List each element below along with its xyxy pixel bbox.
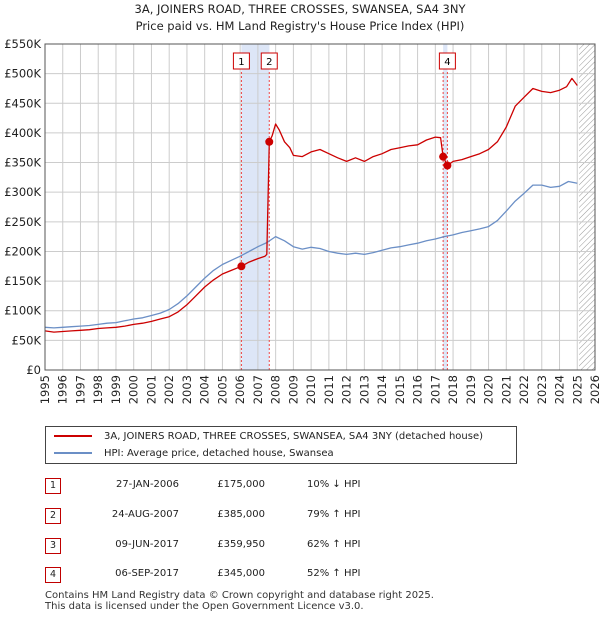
footer-line-2: This data is licensed under the Open Gov… [45,601,364,612]
transaction-date: 27-JAN-2006 [115,479,179,490]
y-tick-label: £0 [26,363,41,377]
legend-label-property: 3A, JOINERS ROAD, THREE CROSSES, SWANSEA… [104,431,483,442]
plot-frame [44,43,596,371]
y-tick-label: £150K [4,274,41,288]
x-tick-label: 2013 [357,375,371,404]
title-line-1: 3A, JOINERS ROAD, THREE CROSSES, SWANSEA… [134,2,466,16]
transaction-price: £385,000 [217,509,265,520]
marker-label-text: 1 [238,57,244,68]
y-tick-label: £500K [4,67,41,81]
transaction-number: 4 [45,567,61,583]
legend-item-hpi: HPI: Average price, detached house, Swan… [54,445,334,462]
x-tick-label: 2005 [215,375,229,404]
y-tick-label: £100K [4,304,41,318]
x-tick-label: 2009 [286,375,300,404]
x-tick-label: 2007 [251,375,265,404]
legend-item-property: 3A, JOINERS ROAD, THREE CROSSES, SWANSEA… [54,428,483,445]
transaction-number: 3 [45,538,61,554]
x-tick-label: 1995 [38,375,52,404]
x-tick-label: 2024 [553,375,567,404]
legend: 3A, JOINERS ROAD, THREE CROSSES, SWANSEA… [45,426,517,464]
marker-label-box [438,52,456,70]
table-row: 4 06-SEP-2017 £345,000 52% ↑ HPI [45,567,445,585]
y-tick-label: £300K [4,185,41,199]
x-tick-label: 2008 [269,375,283,404]
y-tick-label: £350K [4,156,41,170]
x-tick-label: 2000 [127,375,141,404]
transaction-date: 09-JUN-2017 [115,539,179,550]
x-tick-label: 2014 [375,375,389,404]
transaction-number: 2 [45,508,61,524]
x-tick-label: 2002 [162,375,176,404]
sale-point-4 [443,161,452,170]
shaded-period [443,44,448,370]
legend-swatch-property [54,435,92,437]
transaction-price: £359,950 [217,539,265,550]
sale-point-3 [439,152,448,161]
transaction-hpi: 10% ↓ HPI [307,479,361,490]
legend-label-hpi: HPI: Average price, detached house, Swan… [104,448,334,459]
marker-label-4: 4 [438,52,456,70]
transaction-hpi: 79% ↑ HPI [307,509,361,520]
shaded-period [241,44,270,370]
y-tick-label: £400K [4,126,41,140]
title-line-2: Price paid vs. HM Land Registry's House … [135,19,465,33]
x-tick-label: 1996 [56,375,70,404]
marker-label-text: 4 [444,57,450,68]
transaction-hpi: 52% ↑ HPI [307,568,361,579]
x-tick-label: 2026 [588,375,600,404]
marker-label-box [232,52,250,70]
marker-label-text: 2 [266,57,272,68]
x-tick-label: 2010 [304,375,318,404]
footer-line-1: Contains HM Land Registry data © Crown c… [45,590,434,601]
x-tick-label: 2018 [446,375,460,404]
table-row: 1 27-JAN-2006 £175,000 10% ↓ HPI [45,478,445,496]
transaction-number: 1 [45,478,61,494]
x-tick-label: 1999 [109,375,123,404]
transaction-date: 24-AUG-2007 [111,509,179,520]
footer-attribution: Contains HM Land Registry data © Crown c… [45,590,434,612]
x-tick-label: 2015 [393,375,407,404]
x-tick-label: 2023 [535,375,549,404]
price-chart: 1 2 4 £0 £50K £100K £150K £200K £250K £300K £350K… [4,37,600,404]
x-tick-label: 2003 [180,375,194,404]
x-tick-label: 2004 [198,375,212,404]
transaction-price: £345,000 [217,568,265,579]
table-row: 2 24-AUG-2007 £385,000 79% ↑ HPI [45,508,445,526]
x-tick-label: 2022 [517,375,531,404]
future-hatch-area [579,44,595,370]
x-tick-label: 2011 [322,375,336,404]
transaction-date: 06-SEP-2017 [115,568,179,579]
y-tick-label: £200K [4,244,41,258]
transaction-price: £175,000 [217,479,265,490]
y-tick-label: £550K [4,37,41,51]
x-tick-label: 2021 [499,375,513,404]
table-row: 3 09-JUN-2017 £359,950 62% ↑ HPI [45,538,445,556]
y-tick-label: £250K [4,215,41,229]
x-tick-label: 1997 [73,375,87,404]
y-tick-label: £450K [4,96,41,110]
x-tick-label: 2006 [233,375,247,404]
marker-label-2: 2 [260,52,278,70]
sale-point-1 [237,262,246,271]
hpi-line [44,180,578,329]
x-tick-label: 2017 [428,375,442,404]
sale-point-2 [265,137,274,146]
legend-swatch-hpi [54,452,92,454]
transaction-hpi: 62% ↑ HPI [307,539,361,550]
marker-label-1: 1 [232,52,250,70]
x-tick-label: 2020 [482,375,496,404]
property-price-line [44,77,578,333]
x-tick-label: 2019 [464,375,478,404]
x-tick-label: 2025 [570,375,584,404]
y-tick-label: £50K [12,333,42,347]
x-tick-label: 2001 [144,375,158,404]
x-tick-label: 2016 [411,375,425,404]
x-tick-label: 1998 [91,375,105,404]
marker-label-box [260,52,278,70]
x-tick-label: 2012 [340,375,354,404]
chart-title: 3A, JOINERS ROAD, THREE CROSSES, SWANSEA… [0,1,600,35]
